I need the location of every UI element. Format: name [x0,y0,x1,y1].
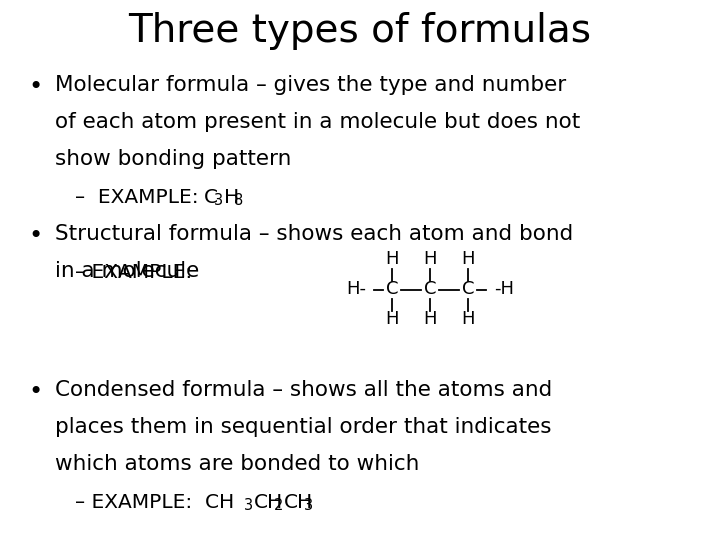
Text: CH: CH [284,493,313,512]
Text: of each atom present in a molecule but does not: of each atom present in a molecule but d… [55,112,580,132]
Text: •: • [28,380,42,404]
Text: 3: 3 [244,498,253,513]
Text: H: H [385,251,399,268]
Text: show bonding pattern: show bonding pattern [55,149,292,169]
Text: 3: 3 [214,193,223,208]
Text: H: H [462,251,474,268]
Text: H-: H- [346,280,366,299]
Text: –  EXAMPLE:: – EXAMPLE: [75,188,212,207]
Text: C: C [386,280,398,299]
Text: C: C [204,188,218,207]
Text: Structural formula – shows each atom and bond: Structural formula – shows each atom and… [55,224,573,244]
Text: H: H [385,310,399,328]
Text: C: C [424,280,436,299]
Text: H: H [423,310,437,328]
Text: C: C [462,280,474,299]
Text: places them in sequential order that indicates: places them in sequential order that ind… [55,417,552,437]
Text: CH: CH [254,493,283,512]
Text: Three types of formulas: Three types of formulas [128,12,592,50]
Text: Molecular formula – gives the type and number: Molecular formula – gives the type and n… [55,75,566,95]
Text: – EXAMPLE:  CH: – EXAMPLE: CH [75,493,234,512]
Text: 3: 3 [304,498,313,513]
Text: •: • [28,75,42,99]
Text: – EXAMPLE:: – EXAMPLE: [75,263,192,282]
Text: which atoms are bonded to which: which atoms are bonded to which [55,454,419,474]
Text: •: • [28,224,42,248]
Text: -H: -H [494,280,514,299]
Text: 2: 2 [274,498,284,513]
Text: H: H [224,188,239,207]
Text: H: H [423,251,437,268]
Text: H: H [462,310,474,328]
Text: Condensed formula – shows all the atoms and: Condensed formula – shows all the atoms … [55,380,552,400]
Text: 8: 8 [234,193,243,208]
Text: in a molecule: in a molecule [55,261,199,281]
